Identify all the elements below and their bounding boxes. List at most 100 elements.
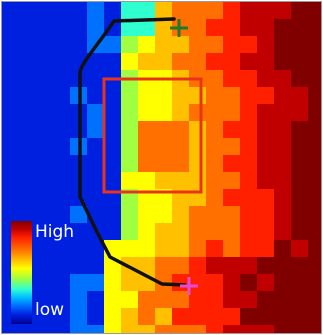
heat-cell bbox=[2, 53, 20, 71]
heat-cell bbox=[104, 155, 122, 173]
heat-cell bbox=[189, 2, 207, 20]
heat-cell bbox=[274, 325, 292, 333]
heat-cell bbox=[53, 2, 71, 20]
heat-cell bbox=[189, 325, 207, 333]
heat-cell bbox=[104, 206, 122, 224]
heat-cell bbox=[87, 19, 105, 37]
heat-cell bbox=[189, 121, 207, 139]
heat-cell bbox=[223, 53, 241, 71]
heat-cell bbox=[308, 223, 321, 241]
heat-cell bbox=[240, 53, 258, 71]
heat-cell bbox=[206, 325, 224, 333]
heat-cell bbox=[104, 172, 122, 190]
heat-cell bbox=[138, 240, 156, 258]
heat-cell bbox=[19, 104, 37, 122]
heat-cell bbox=[36, 155, 54, 173]
heat-cell bbox=[291, 189, 309, 207]
heat-cell bbox=[138, 291, 156, 309]
heat-cell bbox=[308, 189, 321, 207]
heat-cell bbox=[240, 2, 258, 20]
heat-cell bbox=[291, 172, 309, 190]
heat-cell bbox=[70, 206, 88, 224]
heat-cell bbox=[172, 240, 190, 258]
heat-cell bbox=[223, 291, 241, 309]
heat-cell bbox=[206, 240, 224, 258]
heat-cell bbox=[70, 325, 88, 333]
heat-cell bbox=[87, 257, 105, 275]
heat-cell bbox=[206, 19, 224, 37]
heat-cell bbox=[172, 172, 190, 190]
heat-cell bbox=[206, 274, 224, 292]
heat-cell bbox=[36, 274, 54, 292]
heat-cell bbox=[138, 138, 156, 156]
heat-cell bbox=[53, 36, 71, 54]
heat-cell bbox=[104, 104, 122, 122]
heat-cell bbox=[53, 291, 71, 309]
heat-cell bbox=[121, 36, 139, 54]
roi-box bbox=[102, 77, 203, 194]
heat-cell bbox=[104, 308, 122, 326]
heat-cell bbox=[87, 274, 105, 292]
heat-cell bbox=[308, 155, 321, 173]
heat-cell bbox=[87, 70, 105, 88]
heat-cell bbox=[53, 53, 71, 71]
heat-cell bbox=[274, 19, 292, 37]
heat-cell bbox=[223, 308, 241, 326]
heat-cell bbox=[138, 155, 156, 173]
heat-cell bbox=[36, 206, 54, 224]
heat-cell bbox=[274, 121, 292, 139]
heat-cell bbox=[206, 155, 224, 173]
heat-cell bbox=[70, 240, 88, 258]
heat-cell bbox=[206, 70, 224, 88]
heat-cell bbox=[172, 138, 190, 156]
heat-cell bbox=[53, 172, 71, 190]
heat-cell bbox=[308, 70, 321, 88]
heat-cell bbox=[19, 155, 37, 173]
heat-cell bbox=[223, 155, 241, 173]
heat-cell bbox=[291, 291, 309, 309]
heat-cell bbox=[172, 87, 190, 105]
heat-cell bbox=[172, 308, 190, 326]
heat-cell bbox=[53, 155, 71, 173]
heat-cell bbox=[257, 104, 275, 122]
heat-cell bbox=[257, 19, 275, 37]
heat-cell bbox=[2, 36, 20, 54]
heat-cell bbox=[36, 291, 54, 309]
heat-cell bbox=[121, 138, 139, 156]
heat-cell bbox=[19, 325, 37, 333]
heat-cell bbox=[172, 257, 190, 275]
heat-cell bbox=[308, 325, 321, 333]
heat-cell bbox=[36, 138, 54, 156]
heat-cell bbox=[274, 155, 292, 173]
heat-cell bbox=[53, 223, 71, 241]
heat-cell bbox=[70, 308, 88, 326]
heat-cell bbox=[36, 223, 54, 241]
heat-cell bbox=[104, 53, 122, 71]
heat-cell bbox=[206, 257, 224, 275]
heat-cell bbox=[291, 104, 309, 122]
heat-cell bbox=[53, 19, 71, 37]
heat-cell bbox=[138, 257, 156, 275]
heat-cell bbox=[223, 240, 241, 258]
heat-cell bbox=[2, 206, 20, 224]
heat-cell bbox=[53, 70, 71, 88]
heat-cell bbox=[274, 223, 292, 241]
heat-cell bbox=[104, 36, 122, 54]
heat-cell bbox=[206, 36, 224, 54]
heat-cell bbox=[189, 308, 207, 326]
heat-cell bbox=[291, 325, 309, 333]
heat-cell bbox=[172, 121, 190, 139]
heat-cell bbox=[308, 2, 321, 20]
heat-cell bbox=[138, 36, 156, 54]
heat-cell bbox=[138, 2, 156, 20]
heat-cell bbox=[257, 138, 275, 156]
heat-cell bbox=[189, 36, 207, 54]
heat-cell bbox=[274, 308, 292, 326]
heat-cell bbox=[121, 104, 139, 122]
heat-cell bbox=[121, 240, 139, 258]
heat-cell bbox=[172, 104, 190, 122]
start-marker bbox=[170, 19, 188, 37]
heat-cell bbox=[274, 70, 292, 88]
heat-cell bbox=[155, 257, 173, 275]
heat-cell bbox=[257, 274, 275, 292]
